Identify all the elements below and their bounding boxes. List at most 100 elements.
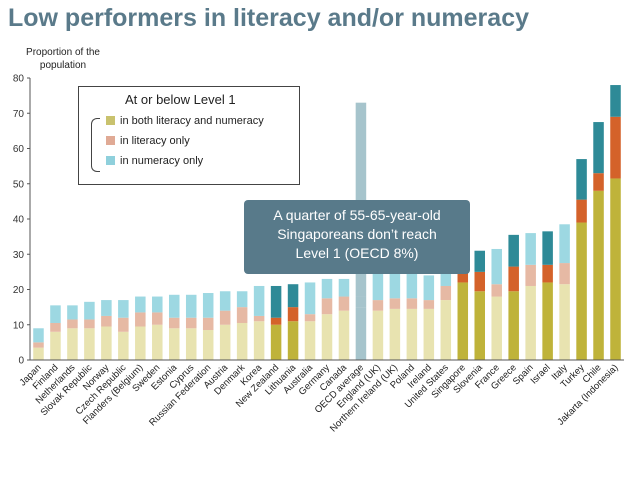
bar-segment <box>508 291 519 360</box>
bar-segment <box>355 307 367 360</box>
bar-segment <box>372 300 384 311</box>
bar-segment <box>84 328 95 360</box>
bar-segment <box>593 122 604 174</box>
bar-segment <box>168 328 180 360</box>
bar-segment <box>423 308 435 360</box>
y-tick-label: 70 <box>13 109 25 120</box>
bar-segment <box>474 271 486 292</box>
legend-item-literacy: in literacy only <box>106 135 190 147</box>
y-tick-label: 40 <box>13 215 25 226</box>
y-axis-label: Proportion of the population <box>26 47 100 71</box>
bar-segment <box>372 310 384 360</box>
bar-segment <box>508 266 519 292</box>
bar-segment <box>559 224 570 264</box>
y-tick-label: 0 <box>18 356 24 367</box>
bar-segment <box>576 222 587 360</box>
callout-annotation: A quarter of 55-65-year-old Singaporeans… <box>244 200 470 274</box>
bar-segment <box>152 324 163 360</box>
bar-segment <box>389 308 401 360</box>
bar-segment <box>185 294 197 318</box>
bar-segment <box>355 102 367 297</box>
bar-segment <box>287 321 299 360</box>
bar-segment <box>491 248 502 285</box>
bar-segment <box>50 322 61 332</box>
bar-segment <box>219 310 231 325</box>
legend-label-both: in both literacy and numeracy <box>120 115 264 127</box>
bar-segment <box>389 273 401 299</box>
bar-segment <box>202 330 214 360</box>
bar-segment <box>135 296 146 313</box>
legend-swatch-literacy <box>106 136 115 145</box>
legend: At or below Level 1 in both literacy and… <box>78 86 300 185</box>
bar-segment <box>168 294 180 318</box>
bar-segment <box>33 328 44 343</box>
bar-segment <box>135 326 146 360</box>
bar-segment <box>610 85 621 117</box>
bar-segment <box>33 342 44 348</box>
bar-segment <box>236 307 248 323</box>
bar-segment <box>304 314 316 322</box>
bar-segment <box>338 296 350 311</box>
legend-label-literacy: in literacy only <box>120 135 190 147</box>
bar-segment <box>118 300 129 318</box>
bar-segment <box>304 321 316 360</box>
bar-segment <box>423 300 435 309</box>
bar-segment <box>610 178 621 360</box>
y-tick-label: 50 <box>13 179 25 190</box>
bar-segment <box>67 319 78 329</box>
bar-segment <box>67 305 78 320</box>
bar-segment <box>559 263 570 285</box>
bar-segment <box>287 307 299 322</box>
bar-segment <box>440 268 452 286</box>
bar-segment <box>576 199 587 223</box>
bar-segment <box>101 326 112 360</box>
bar-segment <box>253 321 265 360</box>
bar-segment <box>287 284 299 308</box>
callout-line-2: Singaporeans don’t reach <box>277 226 437 242</box>
bar-segment <box>338 278 350 297</box>
bar-segment <box>101 300 112 316</box>
legend-label-numeracy: in numeracy only <box>120 155 204 167</box>
legend-swatch-both <box>106 116 115 125</box>
bar-segment <box>525 233 536 265</box>
chart-title: Low performers in literacy and/or numera… <box>8 4 529 32</box>
bar-segment <box>491 296 502 360</box>
bar-segment <box>253 315 265 322</box>
bar-segment <box>152 296 163 313</box>
bar-segment <box>593 173 604 191</box>
bar-segment <box>118 317 129 332</box>
bar-segment <box>202 317 214 331</box>
bar-segment <box>491 284 502 297</box>
bar-segment <box>389 298 401 309</box>
bar-segment <box>457 271 469 283</box>
legend-brace <box>91 118 100 172</box>
bar-segment <box>236 291 248 308</box>
bar-segment <box>219 291 231 311</box>
bar-segment <box>474 291 486 360</box>
bar-segment <box>321 314 333 360</box>
bar-segment <box>372 270 384 301</box>
bar-segment <box>593 190 604 360</box>
bar-segment <box>474 250 486 272</box>
bar-segment <box>423 275 435 301</box>
y-tick-label: 80 <box>13 74 25 85</box>
y-tick-label: 20 <box>13 285 25 296</box>
bar-segment <box>202 293 214 318</box>
bar-segment <box>219 324 231 360</box>
bar-segment <box>168 317 180 329</box>
legend-item-both: in both literacy and numeracy <box>106 115 264 127</box>
bar-segment <box>440 285 452 301</box>
bar-segment <box>270 317 282 325</box>
bar-segment <box>440 300 452 360</box>
bar-segment <box>101 315 112 327</box>
bar-segment <box>355 296 367 308</box>
bar-segment <box>508 234 519 267</box>
bar-segment <box>321 298 333 315</box>
bar-segment <box>84 301 95 320</box>
bar-segment <box>185 328 197 360</box>
y-tick-label: 10 <box>13 320 25 331</box>
bar-segment <box>406 308 418 360</box>
callout-line-1: A quarter of 55-65-year-old <box>273 207 441 223</box>
bar-segment <box>457 282 469 360</box>
bar-segment <box>406 298 418 309</box>
